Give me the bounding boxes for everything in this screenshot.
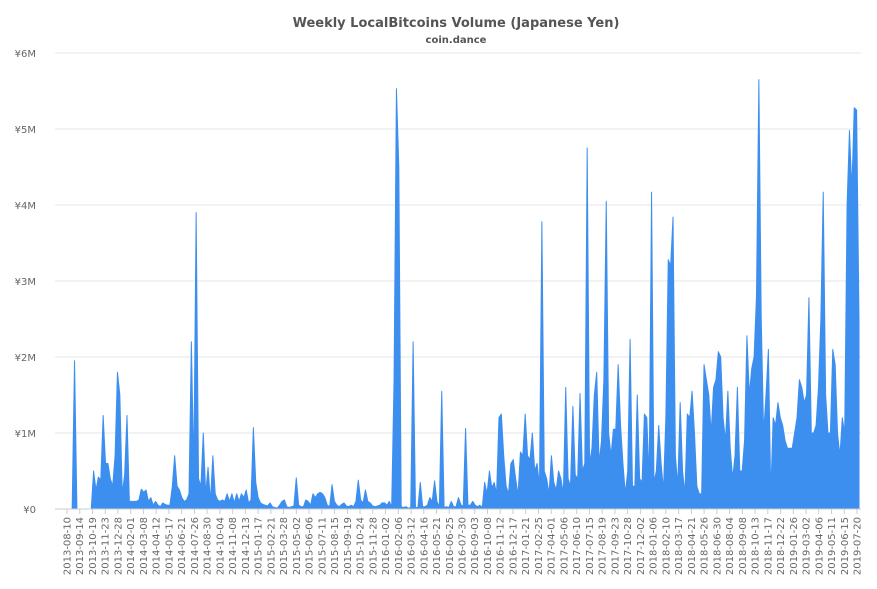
y-axis: ¥0 ¥1M ¥2M ¥3M ¥4M ¥5M ¥6M	[15, 49, 36, 516]
x-tick-label: 2013-10-19	[88, 517, 99, 575]
x-tick-label: 2014-07-26	[190, 517, 201, 575]
x-tick-label: 2017-02-25	[534, 517, 545, 575]
y-tick-label: ¥0	[23, 505, 36, 516]
x-tick-label: 2014-05-17	[164, 517, 175, 575]
x-tick-label: 2018-10-13	[751, 517, 762, 575]
x-tick-label: 2017-04-01	[547, 517, 558, 575]
x-tick-label: 2017-10-28	[623, 517, 634, 575]
x-tick-label: 2016-03-12	[407, 517, 418, 575]
x-tick-label: 2016-11-12	[496, 517, 507, 575]
x-tick-label: 2013-11-23	[101, 517, 112, 575]
series-area	[64, 79, 860, 510]
x-tick-label: 2014-06-21	[177, 517, 188, 575]
x-tick-label: 2018-03-17	[674, 517, 685, 575]
x-tick-label: 2014-08-30	[203, 517, 214, 575]
x-tick-label: 2016-12-17	[508, 517, 519, 575]
x-tick-label: 2019-04-06	[814, 517, 825, 575]
x-tick-label: 2014-02-01	[126, 517, 137, 575]
x-tick-label: 2019-06-15	[840, 517, 851, 575]
x-tick-label: 2017-07-15	[585, 517, 596, 575]
y-tick-label: ¥1M	[15, 429, 36, 440]
chart-subtitle: coin.dance	[426, 35, 487, 46]
y-tick-label: ¥4M	[15, 201, 36, 212]
x-tick-label: 2015-03-28	[279, 517, 290, 575]
volume-area	[64, 79, 860, 510]
chart-title: Weekly LocalBitcoins Volume (Japanese Ye…	[293, 16, 620, 31]
x-tick-label: 2016-06-25	[445, 517, 456, 575]
x-tick-label: 2017-01-21	[521, 517, 532, 575]
x-tick-label: 2017-08-19	[598, 517, 609, 575]
x-tick-label: 2018-12-22	[776, 517, 787, 575]
x-tick-label: 2018-01-06	[649, 517, 660, 575]
x-tick-label: 2013-08-10	[63, 517, 74, 575]
x-tick-label: 2018-04-21	[687, 517, 698, 575]
x-tick-label: 2016-04-16	[419, 517, 430, 575]
x-tick-label: 2017-09-23	[610, 517, 621, 575]
x-axis: 2013-08-10 2013-09-14 2013-10-19 2013-11-23…	[55, 508, 864, 575]
x-tick-label: 2018-06-30	[712, 517, 723, 575]
x-tick-label: 2018-08-04	[725, 517, 736, 575]
x-tick-label: 2013-09-14	[75, 517, 86, 575]
x-tick-label: 2013-12-28	[113, 517, 124, 575]
x-tick-label: 2018-05-26	[700, 517, 711, 575]
x-tick-label: 2015-08-15	[330, 517, 341, 575]
x-tick-label: 2016-02-06	[394, 517, 405, 575]
x-tick-label: 2016-01-02	[381, 517, 392, 575]
x-tick-label: 2018-02-10	[661, 517, 672, 575]
x-tick-label: 2018-11-17	[763, 517, 774, 575]
x-tick-label: 2015-02-21	[266, 517, 277, 575]
x-tick-label: 2014-10-04	[215, 517, 226, 575]
x-tick-label: 2017-06-10	[572, 517, 583, 575]
y-tick-label: ¥2M	[15, 353, 36, 364]
y-tick-label: ¥3M	[15, 277, 36, 288]
x-tick-label: 2014-03-08	[139, 517, 150, 575]
x-tick-label: 2016-07-30	[458, 517, 469, 575]
x-tick-label: 2016-10-08	[483, 517, 494, 575]
x-tick-label: 2015-06-06	[305, 517, 316, 575]
x-tick-label: 2015-01-17	[254, 517, 265, 575]
y-tick-label: ¥5M	[15, 125, 36, 136]
x-tick-label: 2016-09-03	[470, 517, 481, 575]
x-tick-label: 2019-01-26	[789, 517, 800, 575]
x-tick-label: 2014-04-12	[152, 517, 163, 575]
x-tick-label: 2014-12-13	[241, 517, 252, 575]
x-tick-label: 2017-12-02	[636, 517, 647, 575]
x-tick-label: 2015-05-02	[292, 517, 303, 575]
x-tick-label: 2014-11-08	[228, 517, 239, 575]
x-tick-label: 2019-05-11	[827, 517, 838, 575]
x-tick-label: 2015-11-28	[368, 517, 379, 575]
x-tick-label: 2015-10-24	[356, 517, 367, 575]
x-tick-label: 2017-05-06	[559, 517, 570, 575]
x-tick-label: 2015-09-19	[343, 517, 354, 575]
x-tick-label: 2019-07-20	[853, 517, 864, 575]
x-tick-label: 2016-05-21	[432, 517, 443, 575]
x-tick-label: 2018-09-08	[738, 517, 749, 575]
x-tick-label: 2019-03-02	[802, 517, 813, 575]
x-tick-label: 2015-07-11	[317, 517, 328, 575]
gridlines	[55, 52, 861, 510]
y-tick-label: ¥6M	[15, 49, 36, 60]
